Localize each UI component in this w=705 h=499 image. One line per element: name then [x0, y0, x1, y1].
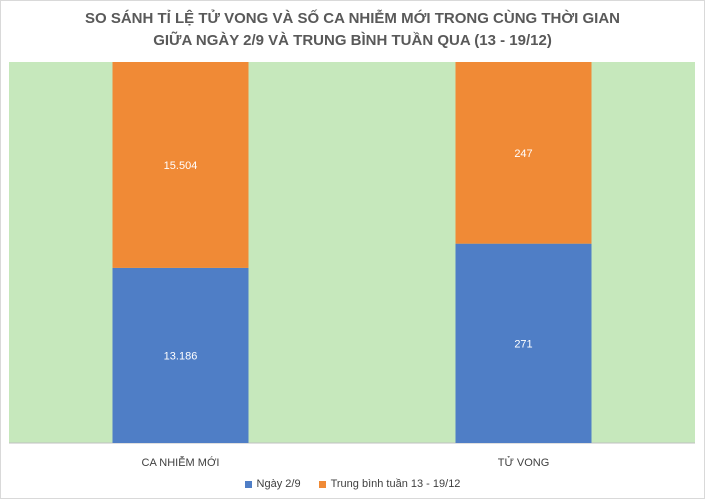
chart-title-line-1: SO SÁNH TỈ LỆ TỬ VONG VÀ SỐ CA NHIỄM MỚI… — [85, 10, 620, 27]
legend-swatch-series-1 — [244, 480, 252, 488]
plot-area — [9, 62, 695, 443]
legend-item-series-1: Ngày 2/9 — [244, 478, 301, 490]
chart-legend: Ngày 2/9 Trung bình tuần 13 - 19/12 — [0, 478, 705, 490]
legend-label-series-2: Trung bình tuần 13 - 19/12 — [330, 478, 461, 490]
data-label-series-2-category-1: 15.504 — [164, 160, 198, 172]
chart-title-line-2: GIỮA NGÀY 2/9 VÀ TRUNG BÌNH TUẦN QUA (13… — [153, 32, 552, 49]
bar-1-category-1 — [112, 267, 249, 443]
legend-swatch-series-2 — [318, 480, 326, 488]
bar-2-category-1 — [112, 62, 249, 268]
bar-2-category-2 — [455, 62, 592, 244]
legend-label-series-1: Ngày 2/9 — [256, 478, 301, 490]
x-tick-label-2: TỬ VONG — [498, 456, 550, 469]
data-label-series-1-category-1: 13.186 — [164, 350, 198, 362]
bar-1-category-2 — [455, 243, 592, 443]
data-label-series-1-category-2: 271 — [514, 338, 532, 350]
data-label-series-2-category-2: 247 — [514, 148, 532, 160]
chart-title: SO SÁNH TỈ LỆ TỬ VONG VÀ SỐ CA NHIỄM MỚI… — [0, 8, 705, 52]
legend-item-series-2: Trung bình tuần 13 - 19/12 — [318, 478, 461, 490]
x-tick-label-1: CA NHIỄM MỚI — [142, 456, 220, 469]
